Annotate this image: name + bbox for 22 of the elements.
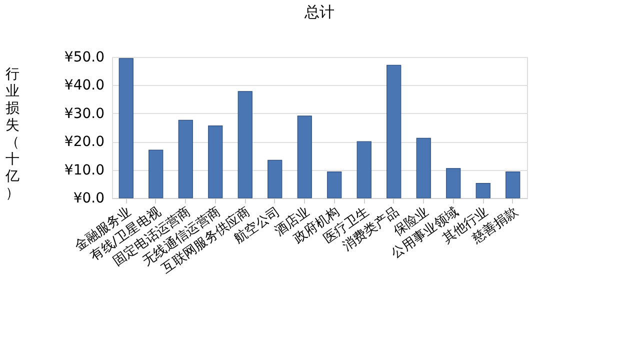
- bar: [148, 150, 164, 198]
- y-tick-label: ¥40.0: [64, 78, 104, 94]
- bar: [118, 58, 134, 198]
- bar: [297, 116, 312, 198]
- bar: [356, 141, 372, 198]
- y-tick-label: ¥0.0: [73, 190, 104, 206]
- y-tick-label: ¥30.0: [64, 106, 104, 122]
- bar: [208, 126, 223, 198]
- y-axis-title: 行业损失（十亿）: [4, 66, 20, 202]
- bar: [178, 120, 193, 198]
- y-tick-label: ¥20.0: [64, 134, 104, 150]
- chart-title: 总计: [304, 3, 334, 21]
- y-tick-label: ¥10.0: [64, 162, 104, 178]
- bar: [506, 171, 520, 198]
- bar: [416, 138, 431, 198]
- bar: [238, 91, 252, 198]
- bar: [386, 64, 402, 198]
- bar: [446, 168, 461, 198]
- bar: [268, 160, 282, 198]
- bar: [476, 183, 490, 198]
- y-tick-label: ¥50.0: [64, 50, 104, 66]
- bar: [327, 171, 342, 198]
